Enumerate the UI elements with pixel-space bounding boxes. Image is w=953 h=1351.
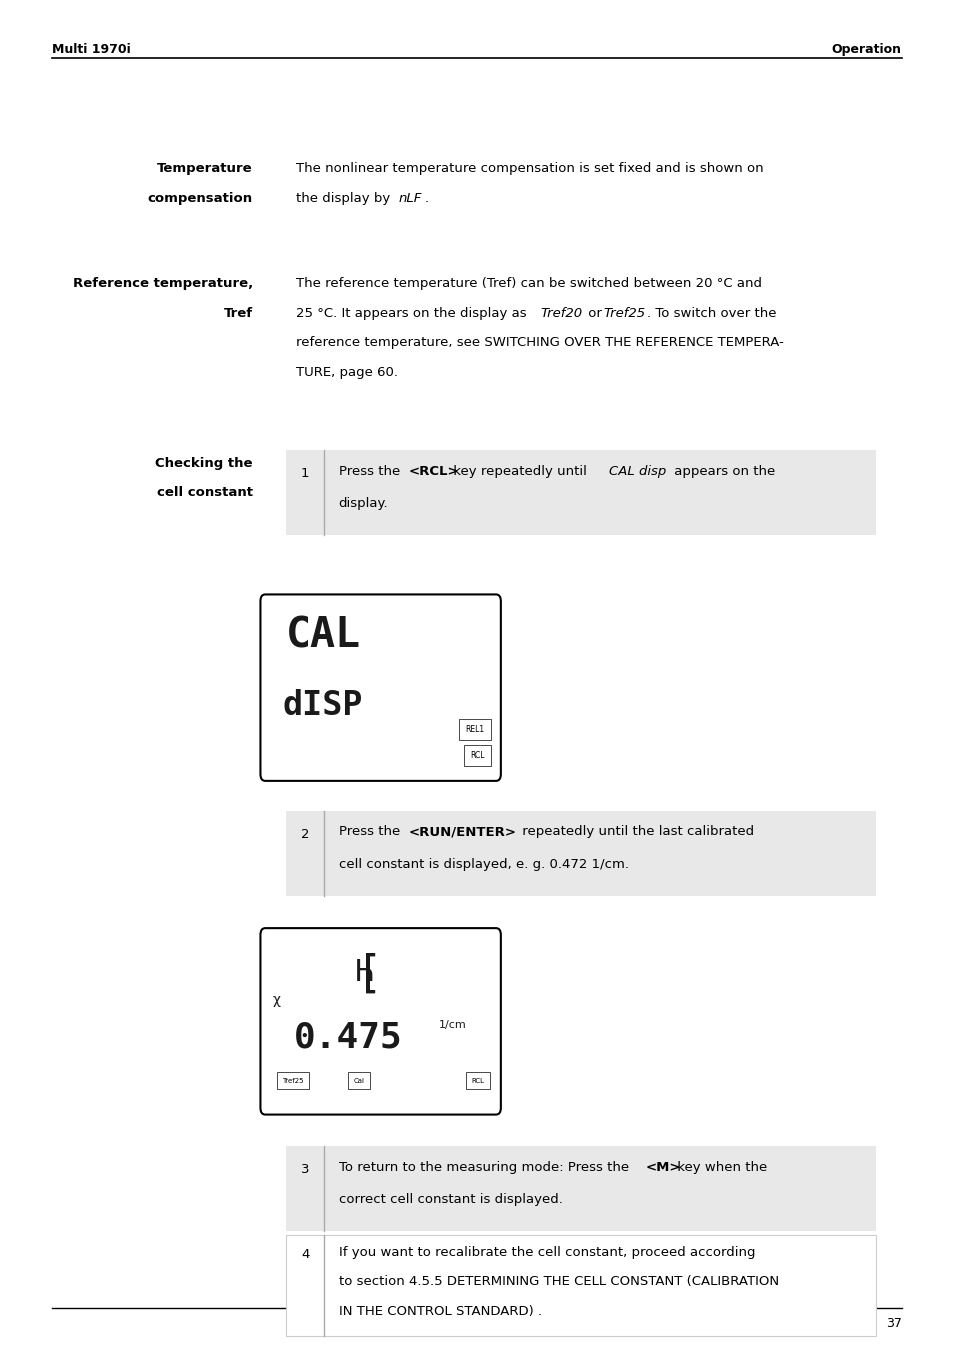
Text: dISP: dISP	[282, 689, 362, 721]
Text: . To switch over the: . To switch over the	[646, 307, 776, 320]
Text: The reference temperature (Tref) can be switched between 20 °C and: The reference temperature (Tref) can be …	[295, 277, 760, 290]
Text: CAL disp: CAL disp	[608, 465, 665, 478]
Text: 25 °C. It appears on the display as: 25 °C. It appears on the display as	[295, 307, 530, 320]
Text: Operation: Operation	[831, 43, 901, 57]
Text: Reference temperature,: Reference temperature,	[72, 277, 253, 290]
Text: repeatedly until the last calibrated: repeatedly until the last calibrated	[517, 825, 754, 839]
Text: 4: 4	[301, 1248, 309, 1262]
Text: χ: χ	[273, 993, 280, 1006]
Text: Ч: Ч	[349, 951, 370, 979]
Text: Temperature: Temperature	[157, 162, 253, 176]
Text: appears on the: appears on the	[669, 465, 774, 478]
Text: To return to the measuring mode: Press the: To return to the measuring mode: Press t…	[338, 1161, 633, 1174]
Text: display.: display.	[338, 497, 388, 511]
Text: If you want to recalibrate the cell constant, proceed according: If you want to recalibrate the cell cons…	[338, 1246, 755, 1259]
Text: Checking the: Checking the	[155, 457, 253, 470]
Text: to section 4.5.5 DETERMINING THE CELL CONSTANT (CALIBRATION: to section 4.5.5 DETERMINING THE CELL CO…	[338, 1275, 778, 1289]
Text: 2: 2	[301, 828, 309, 842]
Text: compensation: compensation	[148, 192, 253, 205]
Text: Tref25: Tref25	[282, 1078, 304, 1084]
Text: the display by: the display by	[295, 192, 394, 205]
FancyBboxPatch shape	[260, 928, 500, 1115]
Text: REL1: REL1	[465, 725, 484, 734]
Text: <RCL>: <RCL>	[408, 465, 458, 478]
Text: 1/cm: 1/cm	[438, 1020, 466, 1029]
Text: 0.475: 0.475	[294, 1020, 402, 1054]
Text: <M>: <M>	[645, 1161, 680, 1174]
Text: reference temperature, see SWITCHING OVER THE REFERENCE TEMPERA-: reference temperature, see SWITCHING OVE…	[295, 336, 782, 350]
Text: cell constant is displayed, e. g. 0.472 1/cm.: cell constant is displayed, e. g. 0.472 …	[338, 858, 628, 871]
FancyBboxPatch shape	[286, 1146, 875, 1231]
Text: 3: 3	[301, 1163, 309, 1177]
Text: Tref20: Tref20	[539, 307, 581, 320]
FancyBboxPatch shape	[260, 594, 500, 781]
Text: 1: 1	[301, 467, 309, 481]
Text: RCL: RCL	[471, 1078, 484, 1084]
Text: correct cell constant is displayed.: correct cell constant is displayed.	[338, 1193, 562, 1206]
Text: Tref: Tref	[223, 307, 253, 320]
FancyBboxPatch shape	[286, 450, 875, 535]
Text: .: .	[424, 192, 428, 205]
Text: Cal: Cal	[353, 1078, 364, 1084]
Text: IN THE CONTROL STANDARD) .: IN THE CONTROL STANDARD) .	[338, 1305, 541, 1319]
Text: The nonlinear temperature compensation is set fixed and is shown on: The nonlinear temperature compensation i…	[295, 162, 762, 176]
Text: RCL: RCL	[470, 751, 484, 759]
Text: key when the: key when the	[672, 1161, 766, 1174]
Text: nLF: nLF	[398, 192, 422, 205]
Text: Tref25: Tref25	[603, 307, 645, 320]
FancyBboxPatch shape	[286, 1235, 875, 1336]
Text: Press the: Press the	[338, 465, 404, 478]
Text: key repeatedly until: key repeatedly until	[449, 465, 591, 478]
Text: cell constant: cell constant	[156, 486, 253, 500]
Text: 37: 37	[884, 1317, 901, 1331]
Text: TURE, page 60.: TURE, page 60.	[295, 366, 397, 380]
Text: [: [	[355, 952, 382, 996]
Text: or: or	[583, 307, 605, 320]
Text: CAL: CAL	[286, 615, 361, 657]
Text: Multi 1970i: Multi 1970i	[52, 43, 132, 57]
Text: <RUN/ENTER>: <RUN/ENTER>	[408, 825, 516, 839]
FancyBboxPatch shape	[286, 811, 875, 896]
Text: Press the: Press the	[338, 825, 404, 839]
